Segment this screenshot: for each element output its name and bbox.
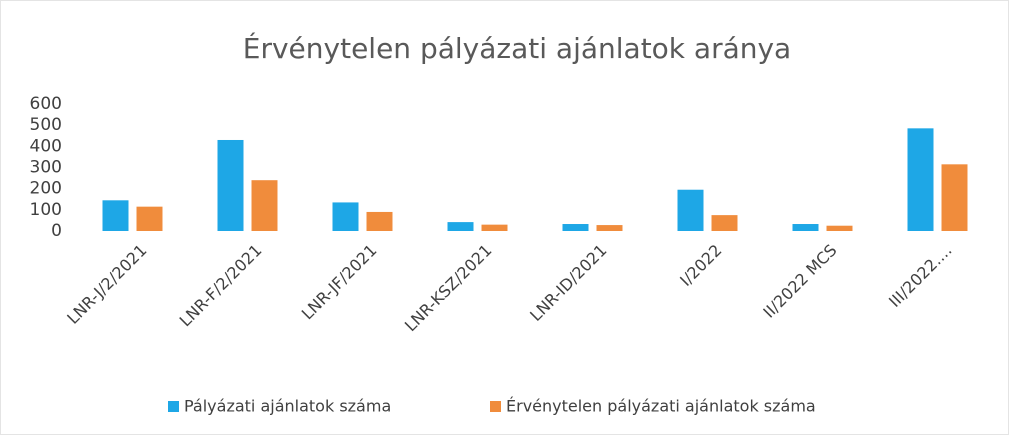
bar — [562, 224, 589, 231]
bar — [792, 224, 819, 231]
y-tick-label: 200 — [30, 179, 62, 199]
legend-label: Érvénytelen pályázati ajánlatok száma — [506, 397, 816, 416]
bar — [102, 200, 129, 231]
chart-title: Érvénytelen pályázati ajánlatok aránya — [243, 31, 791, 65]
y-tick-label: 500 — [30, 115, 62, 135]
legend-swatch — [490, 401, 501, 412]
bar — [447, 222, 474, 231]
bar — [826, 225, 853, 231]
y-tick-label: 600 — [30, 94, 62, 114]
bar — [366, 211, 393, 231]
y-tick-label: 300 — [30, 158, 62, 178]
bar — [677, 189, 704, 231]
bar — [136, 206, 163, 231]
bar — [711, 215, 738, 231]
legend-label: Pályázati ajánlatok száma — [184, 397, 391, 416]
y-tick-label: 400 — [30, 136, 62, 156]
bar — [217, 139, 244, 231]
legend-swatch — [168, 401, 179, 412]
bar — [251, 180, 278, 231]
bar — [907, 128, 934, 231]
bar — [596, 225, 623, 231]
bar — [941, 164, 968, 231]
bar — [481, 224, 508, 231]
y-tick-label: 0 — [51, 221, 62, 241]
y-tick-label: 100 — [30, 200, 62, 220]
bar — [332, 202, 359, 231]
